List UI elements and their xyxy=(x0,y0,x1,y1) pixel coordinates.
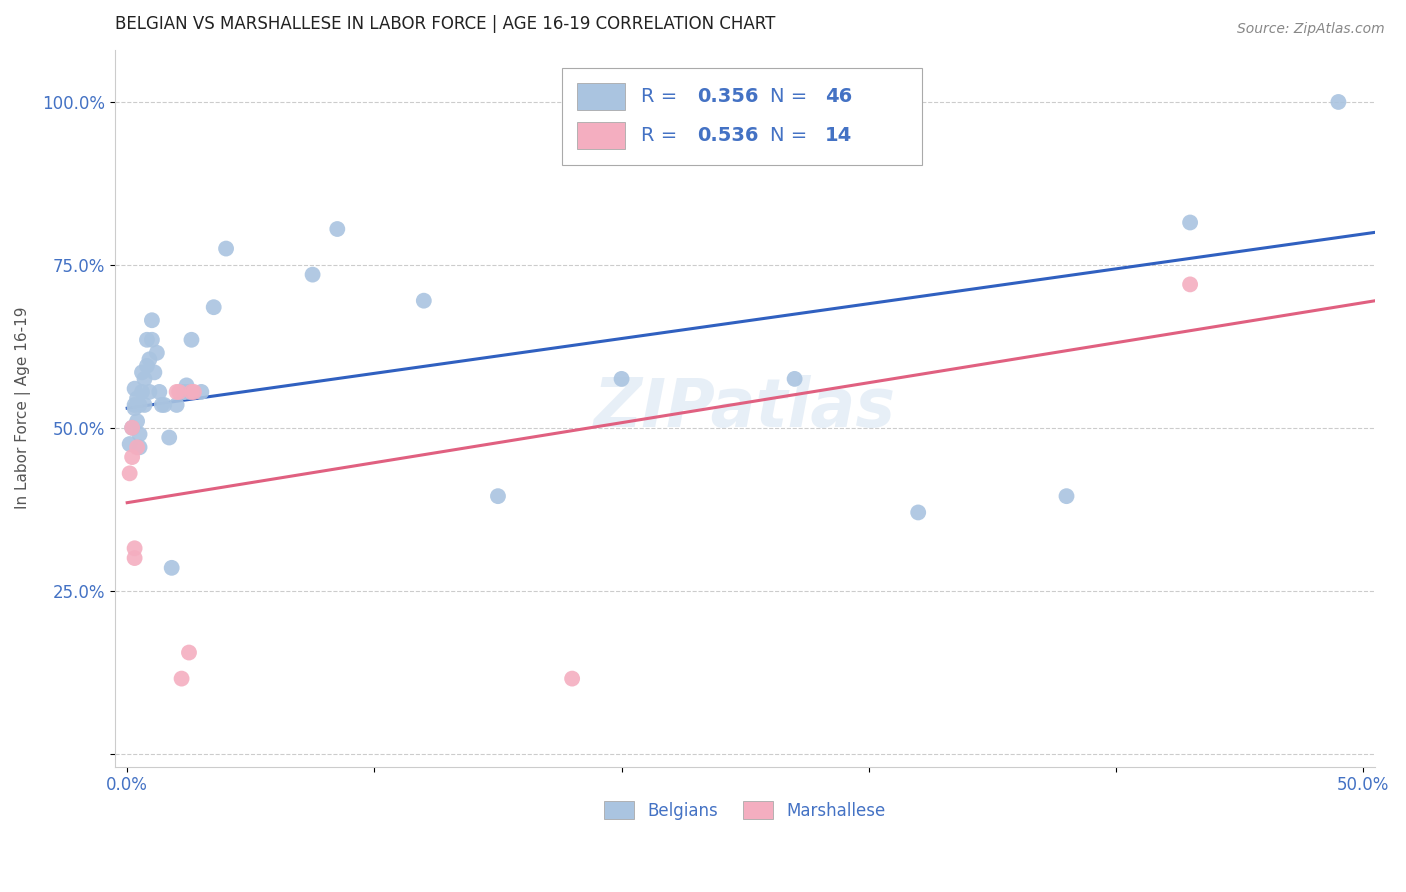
Point xyxy=(143,365,166,379)
Point xyxy=(907,505,929,519)
Point xyxy=(180,384,202,399)
Text: BELGIAN VS MARSHALLESE IN LABOR FORCE | AGE 16-19 CORRELATION CHART: BELGIAN VS MARSHALLESE IN LABOR FORCE | … xyxy=(115,15,775,33)
Point xyxy=(150,398,173,412)
Y-axis label: In Labor Force | Age 16-19: In Labor Force | Age 16-19 xyxy=(15,307,31,509)
Point xyxy=(124,382,146,396)
Point xyxy=(134,398,156,412)
Text: R =: R = xyxy=(641,127,683,145)
Point xyxy=(157,430,180,444)
Point xyxy=(138,384,160,399)
Point xyxy=(141,313,163,327)
Point xyxy=(610,372,633,386)
Point xyxy=(561,672,583,686)
Point xyxy=(118,437,141,451)
Point xyxy=(326,222,349,236)
Point xyxy=(173,384,195,399)
Point xyxy=(160,561,183,575)
Point xyxy=(180,333,202,347)
Text: N =: N = xyxy=(770,127,814,145)
Point xyxy=(1327,95,1350,109)
Point xyxy=(136,333,159,347)
Point xyxy=(121,450,143,464)
Point xyxy=(128,427,150,442)
Point xyxy=(131,384,153,399)
Point xyxy=(125,392,148,406)
Point xyxy=(148,384,170,399)
Point xyxy=(124,401,146,416)
Point xyxy=(1178,277,1201,292)
Point xyxy=(167,384,190,399)
Point xyxy=(136,359,159,373)
Point xyxy=(173,384,195,399)
Point xyxy=(166,384,188,399)
Point xyxy=(118,467,141,481)
Point xyxy=(124,551,146,566)
Text: R =: R = xyxy=(641,87,683,106)
Point xyxy=(202,300,225,314)
Text: 0.536: 0.536 xyxy=(697,127,759,145)
Point xyxy=(121,421,143,435)
Point xyxy=(125,414,148,428)
Point xyxy=(166,398,188,412)
Point xyxy=(128,398,150,412)
FancyBboxPatch shape xyxy=(578,83,626,110)
Point xyxy=(138,352,160,367)
Text: 46: 46 xyxy=(824,87,852,106)
FancyBboxPatch shape xyxy=(578,122,626,150)
Point xyxy=(1056,489,1078,503)
Text: ZIPatlas: ZIPatlas xyxy=(595,376,896,442)
Point xyxy=(190,384,212,399)
Point xyxy=(486,489,509,503)
Point xyxy=(783,372,806,386)
Point xyxy=(125,440,148,454)
Point xyxy=(177,646,200,660)
Point xyxy=(1178,215,1201,229)
Point xyxy=(183,384,205,399)
FancyBboxPatch shape xyxy=(562,68,922,164)
Point xyxy=(177,384,200,399)
Point xyxy=(124,541,146,556)
Legend: Belgians, Marshallese: Belgians, Marshallese xyxy=(598,795,893,826)
Point xyxy=(301,268,323,282)
Point xyxy=(146,346,169,360)
Point xyxy=(153,398,176,412)
Point xyxy=(124,398,146,412)
Point xyxy=(131,365,153,379)
Text: Source: ZipAtlas.com: Source: ZipAtlas.com xyxy=(1237,22,1385,37)
Point xyxy=(170,672,193,686)
Text: 0.356: 0.356 xyxy=(697,87,759,106)
Point xyxy=(121,421,143,435)
Point xyxy=(141,333,163,347)
Text: 14: 14 xyxy=(824,127,852,145)
Point xyxy=(176,378,198,392)
Text: N =: N = xyxy=(770,87,814,106)
Point xyxy=(128,440,150,454)
Point xyxy=(412,293,434,308)
Point xyxy=(215,242,238,256)
Point xyxy=(134,372,156,386)
